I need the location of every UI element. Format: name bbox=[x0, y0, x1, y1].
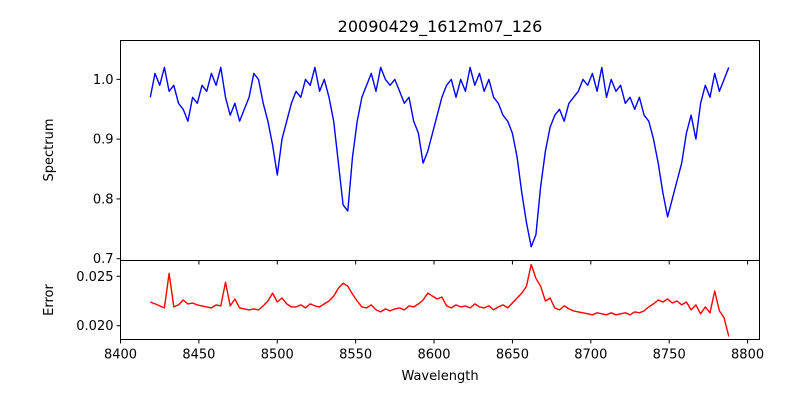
error-y-tick-label: 0.025 bbox=[76, 270, 113, 285]
error-x-tick-label: 8450 bbox=[182, 348, 215, 363]
error-series-line bbox=[150, 263, 730, 337]
spectrum-y-tick-label: 1.0 bbox=[93, 73, 114, 88]
spectrum-y-tick-label: 0.7 bbox=[93, 252, 114, 267]
error-x-tick-label: 8600 bbox=[417, 348, 450, 363]
error-x-tick-label: 8550 bbox=[339, 348, 372, 363]
top-y-axis-label: Spectrum bbox=[42, 119, 57, 182]
spectrum-series-line bbox=[149, 66, 730, 248]
error-x-tick-label: 8500 bbox=[261, 348, 294, 363]
error-x-tick-label: 8700 bbox=[574, 348, 607, 363]
bottom-axes-frame bbox=[120, 260, 760, 340]
error-x-tick-label: 8800 bbox=[731, 348, 764, 363]
error-x-tick-label: 8750 bbox=[653, 348, 686, 363]
error-x-tick-label: 8650 bbox=[496, 348, 529, 363]
bottom-y-axis-label: Error bbox=[42, 284, 57, 316]
error-y-tick-label: 0.020 bbox=[76, 319, 113, 334]
spectrum-y-tick-label: 0.9 bbox=[93, 133, 114, 148]
chart-title: 20090429_1612m07_126 bbox=[338, 17, 543, 37]
x-axis-label: Wavelength bbox=[401, 369, 478, 384]
error-x-tick-label: 8400 bbox=[104, 348, 137, 363]
spectrum-y-tick-label: 0.8 bbox=[93, 192, 114, 207]
